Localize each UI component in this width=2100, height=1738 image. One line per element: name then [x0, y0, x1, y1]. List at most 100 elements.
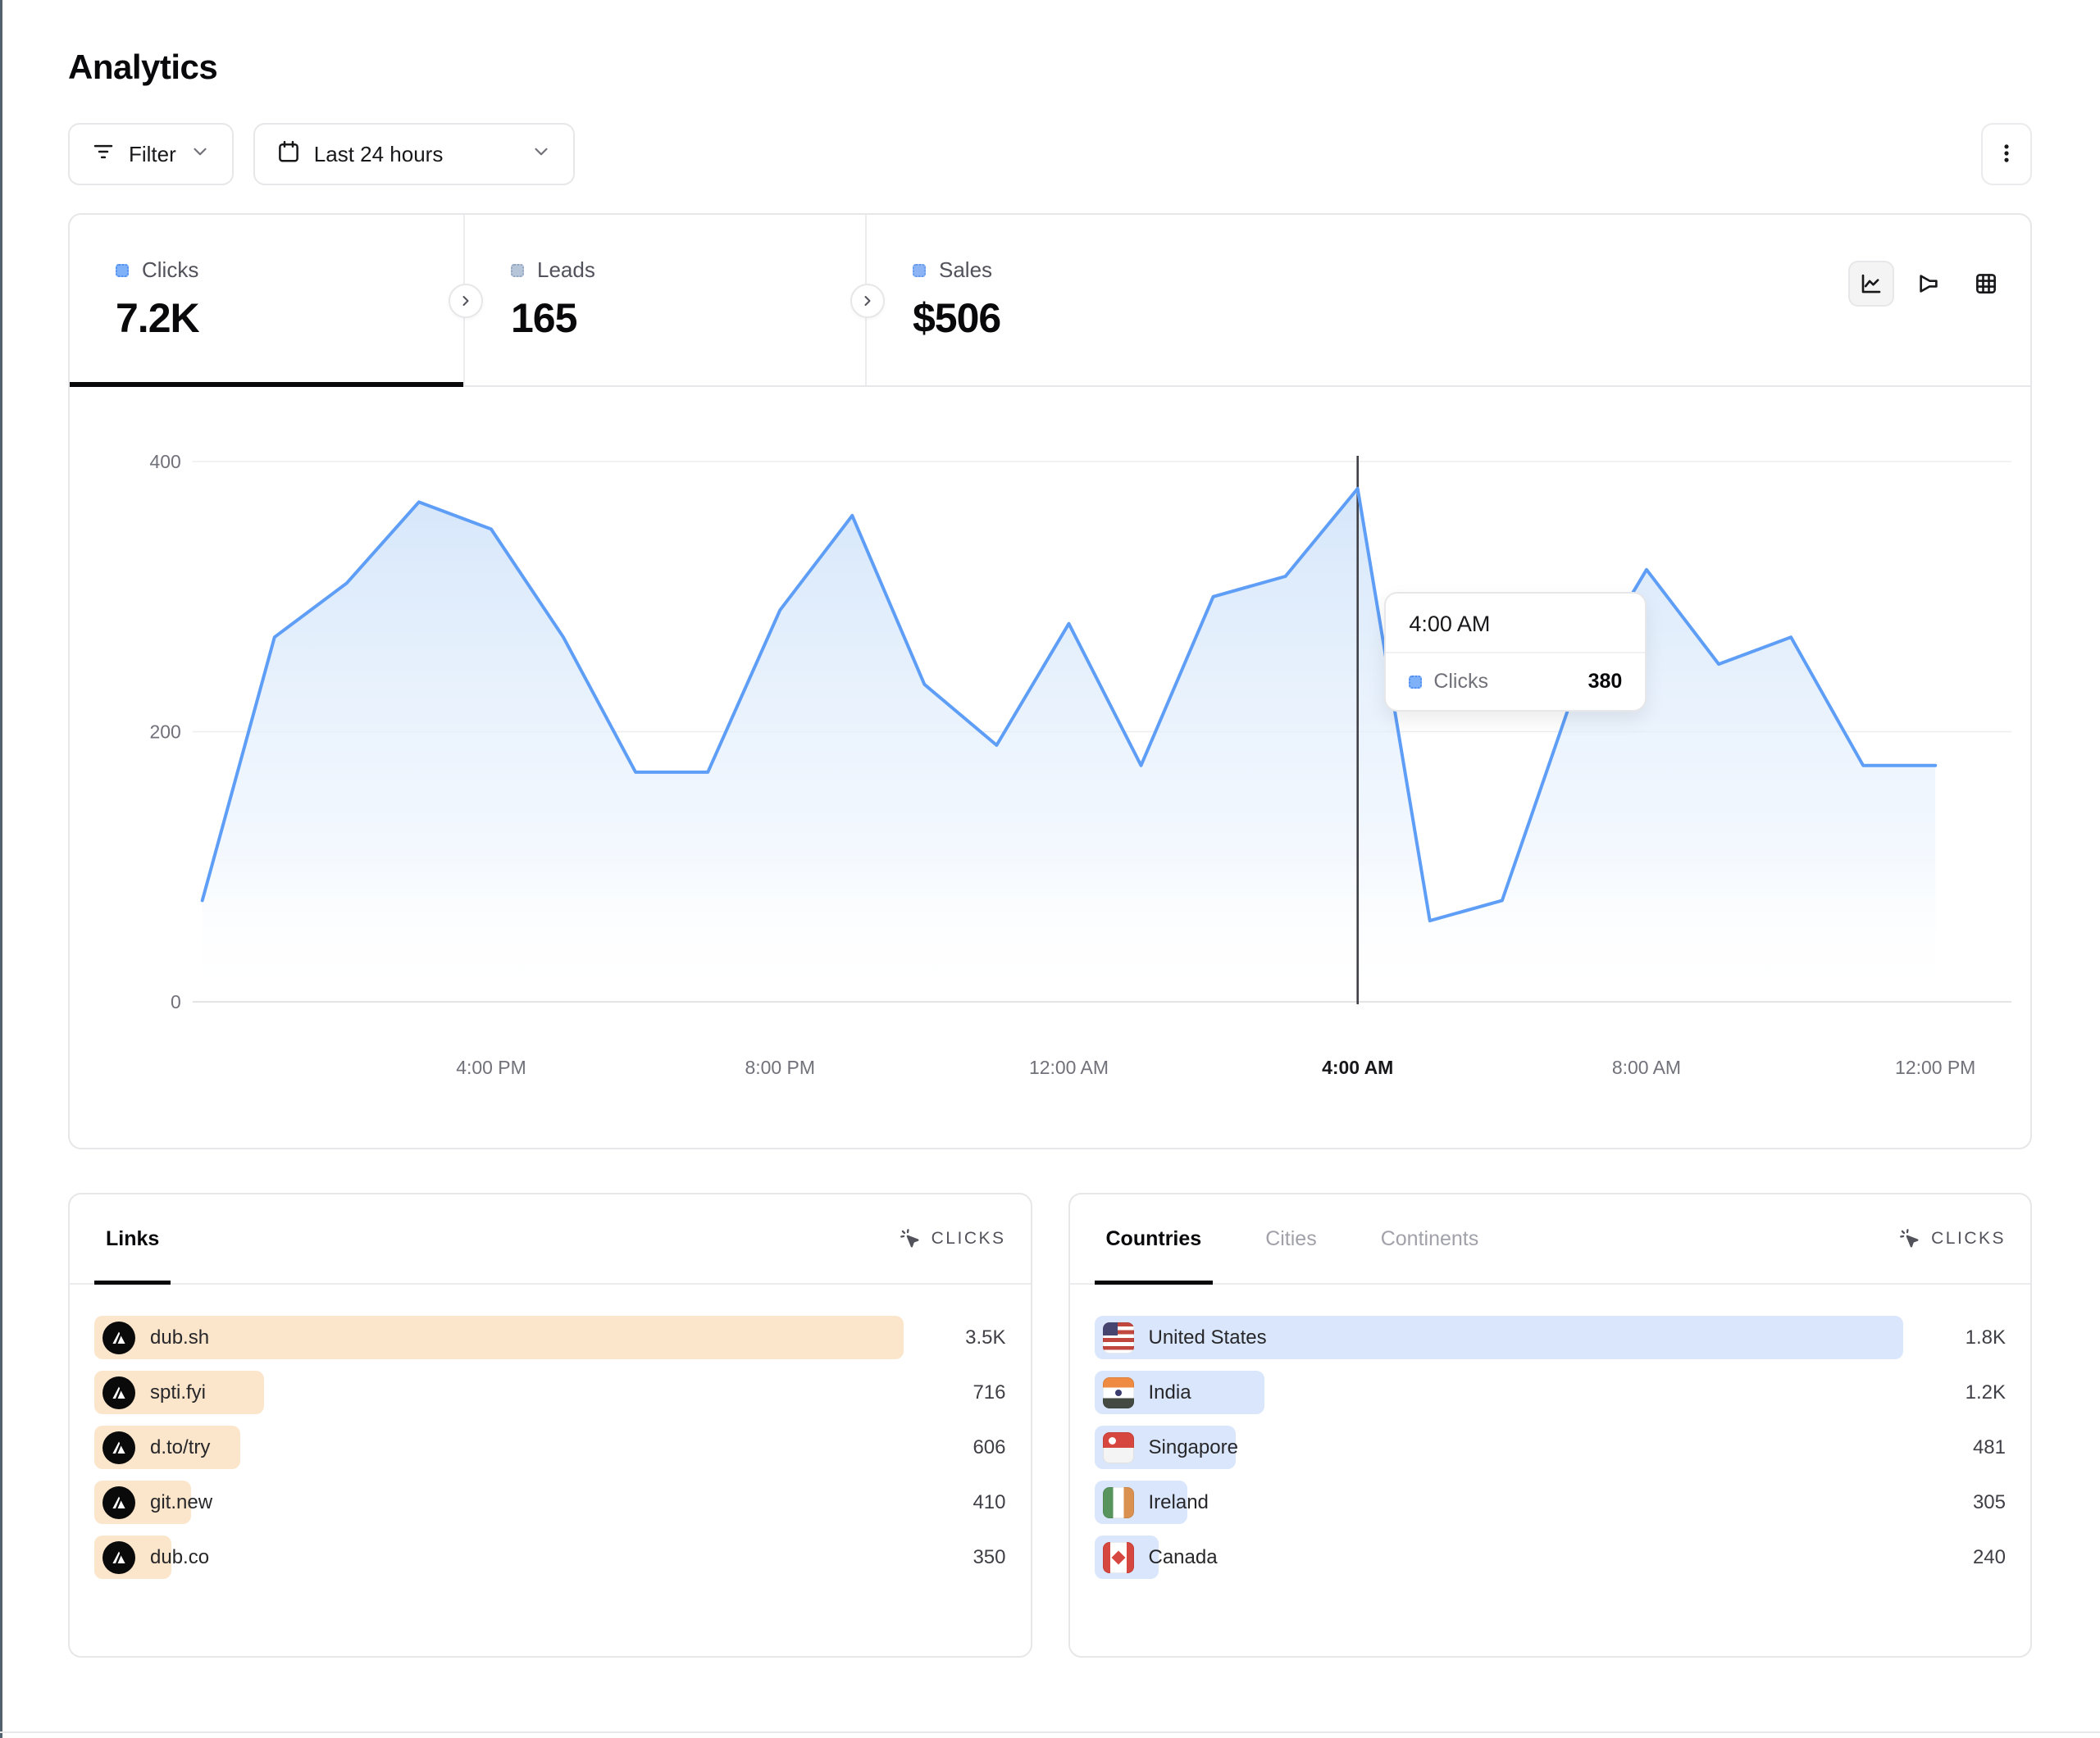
row-label: dub.co: [150, 1545, 210, 1568]
links-panel-header: Links CLICKS: [70, 1194, 1031, 1285]
links-metric-header[interactable]: CLICKS: [899, 1227, 1006, 1250]
tab-leads[interactable]: Leads 165: [465, 215, 867, 385]
row-label: India: [1148, 1381, 1191, 1404]
line-chart-icon: [1861, 274, 1881, 293]
row-value: 305: [1972, 1490, 2006, 1513]
analytics-chart-card: Clicks 7.2K Leads 165 Sales $506: [68, 213, 2032, 1149]
countries-metric-header[interactable]: CLICKS: [1898, 1227, 2006, 1250]
y-axis-label: 400: [149, 451, 180, 472]
date-range-button[interactable]: Last 24 hours: [253, 123, 575, 185]
y-axis-label: 0: [171, 991, 181, 1012]
filter-label: Filter: [129, 141, 176, 166]
link-favicon: [102, 1485, 135, 1519]
row-label: git.new: [150, 1490, 213, 1513]
x-axis-label: 8:00 AM: [1612, 1057, 1681, 1078]
link-row[interactable]: spti.fyi 716: [94, 1371, 1006, 1414]
chart-plot: 0 200 400 4:00 PM 8:00 PM 12:00 AM 4:00 AM 8:00…: [149, 451, 2012, 1078]
row-content: Ireland: [1095, 1486, 1209, 1518]
row-content: United States: [1095, 1322, 1267, 1354]
tab-sales[interactable]: Sales $506: [867, 215, 1267, 385]
clicks-value: 7.2K: [116, 295, 200, 341]
row-content: dub.co: [94, 1540, 210, 1574]
tooltip-value: 380: [1588, 670, 1623, 693]
breakdown-panels: Links CLICKS dub.sh 3.5K spti.fyi 716 d.to/t…: [68, 1193, 2032, 1658]
row-label: Canada: [1148, 1545, 1218, 1568]
y-axis-label: 200: [149, 721, 180, 742]
tooltip-time: 4:00 AM: [1386, 594, 1646, 653]
table-view-button[interactable]: [1963, 261, 2009, 307]
metric-label: Sales: [939, 257, 993, 282]
row-label: Singapore: [1148, 1435, 1238, 1458]
sales-legend-square: [913, 263, 926, 277]
value-bar: [1094, 1316, 1903, 1359]
metric-label: Clicks: [142, 257, 199, 282]
country-row[interactable]: United States 1.8K: [1094, 1316, 2006, 1359]
toolbar: Filter Last 24 hours: [68, 123, 2032, 185]
metric-label: Leads: [537, 257, 595, 282]
more-options-button[interactable]: [1981, 123, 2032, 185]
row-value: 1.2K: [1965, 1381, 2006, 1404]
cursor-click-icon: [900, 1229, 919, 1248]
clicks-area-chart[interactable]: 0 200 400 4:00 PM 8:00 PM 12:00 AM 4:00 AM 8:00…: [70, 387, 2030, 1148]
tab-cities[interactable]: Cities: [1254, 1194, 1328, 1283]
country-row[interactable]: Ireland 305: [1094, 1481, 2006, 1524]
sales-value: $506: [913, 295, 1001, 341]
calendar-icon: [276, 139, 301, 170]
row-label: Ireland: [1148, 1490, 1209, 1513]
row-label: d.to/try: [150, 1435, 211, 1458]
tab-continents[interactable]: Continents: [1369, 1194, 1491, 1283]
flag-icon-ie: [1102, 1486, 1134, 1518]
chevron-right-icon: [462, 296, 469, 306]
leads-legend-square: [511, 263, 524, 277]
link-row[interactable]: dub.co 350: [94, 1536, 1006, 1579]
row-content: git.new: [94, 1485, 213, 1519]
countries-list: United States 1.8K India 1.2K Singapore 481 Ir…: [1070, 1285, 2031, 1579]
row-content: Canada: [1095, 1541, 1218, 1573]
country-row[interactable]: Canada 240: [1094, 1536, 2006, 1579]
flag-icon-sg: [1102, 1431, 1134, 1463]
link-row[interactable]: git.new 410: [94, 1481, 1006, 1524]
clicks-series-line: [200, 487, 1938, 923]
row-value: 240: [1972, 1545, 2006, 1568]
row-label: spti.fyi: [150, 1381, 207, 1404]
chart-tooltip: 4:00 AM Clicks 380: [1384, 592, 1647, 712]
countries-panel: Countries Cities Continents CLICKS Unite…: [1068, 1193, 2032, 1658]
filter-button[interactable]: Filter: [68, 123, 234, 185]
leads-value: 165: [511, 295, 577, 341]
area-fill: [202, 489, 1936, 1002]
row-value: 606: [973, 1435, 1006, 1458]
x-axis-label: 4:00 PM: [456, 1057, 526, 1078]
row-value: 481: [1972, 1435, 2006, 1458]
links-list: dub.sh 3.5K spti.fyi 716 d.to/try 606 git.new 4…: [70, 1285, 1031, 1579]
tab-countries[interactable]: Countries: [1094, 1194, 1214, 1285]
links-panel: Links CLICKS dub.sh 3.5K spti.fyi 716 d.to/t…: [68, 1193, 1032, 1658]
link-row[interactable]: d.to/try 606: [94, 1426, 1006, 1469]
chevron-right-icon: [864, 296, 871, 306]
page-bottom-divider: [0, 1731, 2100, 1733]
tab-clicks[interactable]: Clicks 7.2K: [70, 215, 465, 387]
funnel-view-button[interactable]: [1906, 261, 1952, 307]
date-range-label: Last 24 hours: [313, 141, 444, 166]
line-chart-view-button[interactable]: [1848, 261, 1894, 307]
link-row[interactable]: dub.sh 3.5K: [94, 1316, 1006, 1359]
link-favicon: [102, 1376, 135, 1409]
row-value: 3.5K: [965, 1326, 1006, 1349]
kebab-menu-icon: [1995, 142, 2018, 167]
link-favicon: [102, 1540, 135, 1574]
countries-metric-label: CLICKS: [1931, 1229, 2006, 1248]
metric-tabs: Clicks 7.2K Leads 165 Sales $506: [70, 215, 2030, 387]
x-axis-label: 8:00 PM: [745, 1057, 814, 1078]
x-axis-label: 4:00 AM: [1322, 1057, 1393, 1078]
links-metric-label: CLICKS: [931, 1229, 1006, 1248]
row-value: 1.8K: [1965, 1326, 2006, 1349]
country-row[interactable]: Singapore 481: [1094, 1426, 2006, 1469]
row-value: 716: [973, 1381, 1006, 1404]
grid-icon: [1976, 274, 1996, 293]
country-row[interactable]: India 1.2K: [1094, 1371, 2006, 1414]
expand-leads-button[interactable]: [449, 284, 483, 318]
row-content: spti.fyi: [94, 1376, 206, 1409]
tab-links[interactable]: Links: [94, 1194, 171, 1285]
x-axis-label: 12:00 AM: [1029, 1057, 1109, 1078]
expand-sales-button[interactable]: [850, 284, 885, 318]
